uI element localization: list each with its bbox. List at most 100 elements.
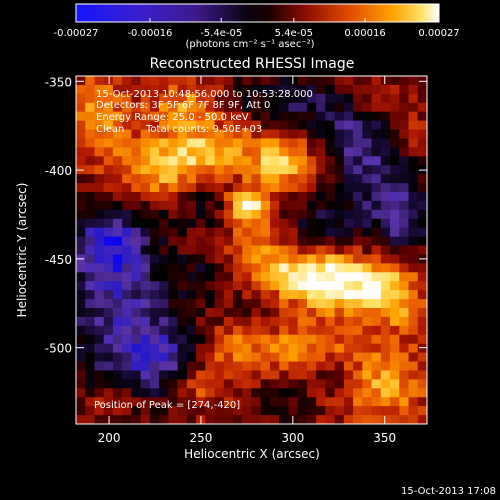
heatmap-cell — [408, 102, 419, 113]
heatmap-cell — [269, 308, 280, 318]
heatmap-cell — [242, 200, 253, 211]
heatmap-cell — [380, 245, 391, 256]
heatmap-cell — [417, 406, 427, 416]
heatmap-cell — [233, 352, 243, 363]
heatmap-cell — [168, 406, 179, 416]
heatmap-cell — [390, 388, 400, 398]
heatmap-cell — [399, 165, 410, 175]
heatmap-cell — [390, 120, 400, 131]
heatmap-cell — [417, 120, 427, 131]
heatmap-cell — [94, 325, 105, 336]
heatmap-cell — [205, 415, 216, 424]
heatmap-cell — [103, 138, 114, 148]
heatmap-cell — [140, 254, 151, 264]
heatmap-cell — [85, 192, 96, 202]
heatmap-cell — [417, 290, 427, 300]
heatmap-cell — [103, 308, 114, 318]
heatmap-cell — [122, 272, 133, 282]
heatmap-cell — [223, 290, 234, 300]
heatmap-cell — [269, 129, 280, 140]
heatmap-cell — [316, 102, 326, 113]
heatmap-cell — [399, 281, 410, 291]
heatmap-cell — [380, 397, 391, 407]
heatmap-cell — [417, 272, 427, 282]
heatmap-cell — [85, 406, 96, 416]
heatmap-cell — [196, 272, 206, 282]
time-range-text: 15-Oct-2013 10:48:56.000 to 10:53:28.000 — [96, 89, 313, 100]
heatmap-cell — [159, 245, 169, 256]
heatmap-cell — [159, 263, 169, 273]
heatmap-cell — [316, 370, 326, 380]
heatmap-cell — [223, 84, 234, 95]
heatmap-cell — [306, 120, 317, 131]
heatmap-cell — [149, 299, 160, 309]
heatmap-cell — [242, 156, 253, 166]
heatmap-cell — [306, 325, 317, 336]
heatmap-cell — [186, 165, 197, 175]
heatmap-cell — [408, 147, 419, 157]
heatmap-cell — [94, 334, 105, 345]
heatmap-cell — [353, 192, 363, 202]
heatmap-cell — [214, 263, 225, 273]
heatmap-cell — [242, 192, 253, 202]
heatmap-cell — [177, 316, 188, 327]
heatmap-cell — [325, 209, 336, 220]
heatmap-cell — [334, 325, 345, 336]
heatmap-cell — [159, 174, 169, 184]
heatmap-cell — [306, 379, 317, 389]
heatmap-cell — [131, 263, 142, 273]
heatmap-cell — [399, 147, 410, 157]
heatmap-cell — [223, 272, 234, 282]
heatmap-cell — [223, 227, 234, 238]
heatmap-cell — [390, 254, 400, 264]
heatmap-cell — [223, 299, 234, 309]
heatmap-cell — [140, 299, 151, 309]
heatmap-cell — [408, 388, 419, 398]
heatmap-cell — [269, 147, 280, 157]
heatmap-cell — [334, 272, 345, 282]
heatmap-cell — [196, 218, 206, 229]
heatmap-cell — [316, 93, 326, 104]
heatmap-cell — [214, 236, 225, 247]
heatmap-cell — [214, 147, 225, 157]
heatmap-cell — [297, 370, 308, 380]
heatmap-cell — [122, 379, 133, 389]
heatmap-cell — [353, 120, 363, 131]
heatmap-cell — [353, 379, 363, 389]
heatmap-cell — [122, 129, 133, 140]
heatmap-cell — [408, 361, 419, 372]
heatmap-cell — [149, 245, 160, 256]
heatmap-cell — [149, 138, 160, 148]
heatmap-cell — [186, 281, 197, 291]
heatmap-cell — [140, 129, 151, 140]
heatmap-cell — [334, 218, 345, 229]
heatmap-cell — [131, 245, 142, 256]
heatmap-cell — [76, 111, 86, 122]
heatmap-cell — [131, 165, 142, 175]
heatmap-cell — [390, 129, 400, 140]
heatmap-cell — [251, 290, 262, 300]
heatmap-cell — [288, 352, 299, 363]
heatmap-cell — [269, 245, 280, 256]
heatmap-cell — [297, 236, 308, 247]
heatmap-cell — [353, 388, 363, 398]
heatmap-cell — [380, 156, 391, 166]
heatmap-cell — [149, 93, 160, 104]
heatmap-cell — [325, 111, 336, 122]
heatmap-cell — [269, 272, 280, 282]
heatmap-cell — [288, 406, 299, 416]
heatmap-cell — [316, 290, 326, 300]
heatmap-cell — [122, 325, 133, 336]
heatmap-cell — [223, 263, 234, 273]
heatmap-cell — [380, 138, 391, 148]
heatmap-cell — [390, 218, 400, 229]
heatmap-cell — [343, 343, 354, 354]
heatmap-cell — [205, 388, 216, 398]
heatmap-cell — [297, 316, 308, 327]
heatmap-cell — [297, 156, 308, 166]
heatmap-cell — [353, 263, 363, 273]
heatmap-cell — [279, 120, 290, 131]
heatmap-cell — [260, 76, 271, 86]
heatmap-cell — [76, 379, 86, 389]
heatmap-cell — [186, 200, 197, 211]
